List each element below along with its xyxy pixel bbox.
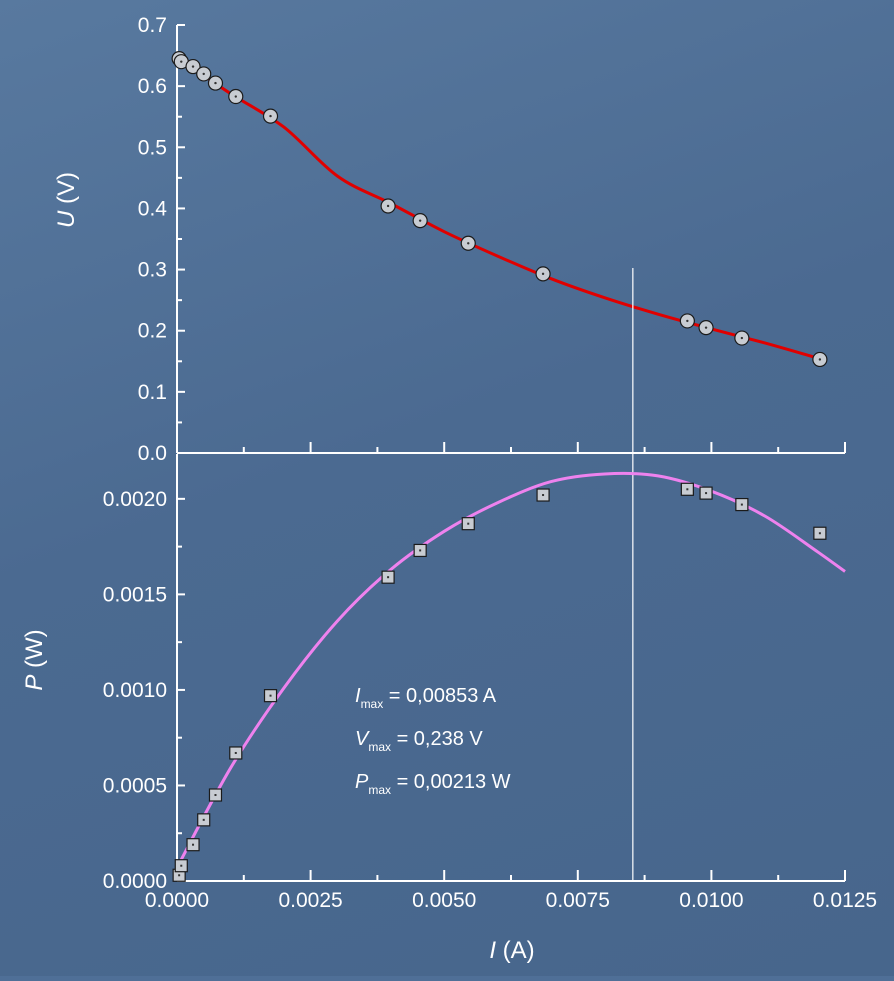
top-data-point-center xyxy=(686,319,689,323)
bottom-data-point-center xyxy=(202,818,205,821)
bottom-data-point-center xyxy=(740,503,743,506)
top-y-axis-unit: (V) xyxy=(53,172,80,211)
top-data-point-center xyxy=(740,336,744,340)
top-data-point-center xyxy=(704,326,708,329)
bottom-y-tick-label: 0.0015 xyxy=(103,583,167,606)
bottom-y-axis-unit: (W) xyxy=(21,629,48,674)
annotation-vmax-sub: max xyxy=(368,740,391,754)
top-fit-line xyxy=(176,55,819,360)
top-y-axis-var: U xyxy=(53,210,80,228)
annotation-vmax: Vmax = 0,238 V xyxy=(355,728,483,754)
top-data-point-center xyxy=(818,358,822,361)
x-tick-label: 0.0025 xyxy=(278,889,342,912)
top-data-point-center xyxy=(418,219,422,222)
x-axis-unit: (A) xyxy=(496,937,535,964)
top-y-tick-label: 0.1 xyxy=(138,381,167,404)
top-data-point-center xyxy=(214,81,217,85)
x-tick-label: 0.0100 xyxy=(679,889,743,912)
annotation-pmax-value: = 0,00213 W xyxy=(391,771,511,793)
bottom-data-point-center xyxy=(234,751,237,754)
bottom-y-axis-var: P xyxy=(21,675,48,691)
top-data-point-center xyxy=(541,272,545,276)
top-y-tick-label: 0.0 xyxy=(138,442,167,465)
bottom-data-point-center xyxy=(192,843,195,846)
bottom-data-point-center xyxy=(705,492,708,495)
top-y-tick-label: 0.3 xyxy=(138,259,167,282)
annotation-vmax-value: = 0,238 V xyxy=(391,728,483,750)
top-y-axis-label: U (V) xyxy=(53,172,80,228)
top-y-tick-label: 0.6 xyxy=(138,75,167,98)
bottom-data-point-center xyxy=(467,522,470,525)
annotation-imax-value: = 0,00853 A xyxy=(383,685,497,707)
annotation-pmax-sub: max xyxy=(368,783,391,797)
bottom-data-point-center xyxy=(419,549,422,552)
top-y-tick-label: 0.2 xyxy=(138,320,167,343)
annotation-imax: Imax = 0,00853 A xyxy=(355,685,497,711)
annotation-pmax-var: P xyxy=(355,771,369,793)
bottom-y-tick-label: 0.0000 xyxy=(103,870,167,893)
top-y-tick-label: 0.5 xyxy=(138,136,167,159)
bottom-fit-line xyxy=(175,471,846,869)
annotation-imax-var: I xyxy=(355,685,361,707)
x-axis-label: I (A) xyxy=(489,937,534,964)
top-y-tick-label: 0.4 xyxy=(138,197,168,220)
top-panel: 0.0 0.1 0.2 0.3 0.4 0.5 0.6 0.7 xyxy=(138,14,846,465)
bottom-y-tick-label: 0.0005 xyxy=(103,774,167,797)
annotation-pmax: Pmax = 0,00213 W xyxy=(355,771,511,797)
annotation-imax-sub: max xyxy=(361,697,384,711)
top-data-point-center xyxy=(180,60,183,63)
top-data-point-center xyxy=(191,65,195,68)
bottom-data-point-center xyxy=(818,532,821,535)
x-tick-label: 0.0000 xyxy=(145,889,209,912)
top-data-point-center xyxy=(234,95,237,98)
x-tick-label: 0.0050 xyxy=(412,889,476,912)
top-data-point-center xyxy=(202,72,205,76)
bottom-y-tick-label: 0.0020 xyxy=(103,488,167,511)
x-axis-var: I xyxy=(489,937,496,964)
bottom-data-point-center xyxy=(180,864,183,867)
x-tick-label: 0.0125 xyxy=(813,889,877,912)
bottom-data-point-center xyxy=(686,488,689,491)
annotation-vmax-var: V xyxy=(355,728,370,750)
bottom-data-point-center xyxy=(178,874,181,877)
bottom-data-point-center xyxy=(214,794,217,797)
top-data-point-center xyxy=(386,204,390,208)
bottom-data-point-center xyxy=(387,576,390,579)
bottom-y-axis-label: P (W) xyxy=(21,629,48,690)
bottom-data-point-center xyxy=(269,694,272,697)
top-data-point-center xyxy=(269,114,272,118)
max-power-annotation: Imax = 0,00853 A Vmax = 0,238 V Pmax = 0… xyxy=(355,685,511,797)
bottom-data-point-center xyxy=(542,494,545,497)
top-data-point-center xyxy=(467,242,470,245)
x-tick-label: 0.0075 xyxy=(546,889,610,912)
top-y-tick-label: 0.7 xyxy=(138,14,167,37)
bottom-y-tick-label: 0.0010 xyxy=(103,679,167,702)
